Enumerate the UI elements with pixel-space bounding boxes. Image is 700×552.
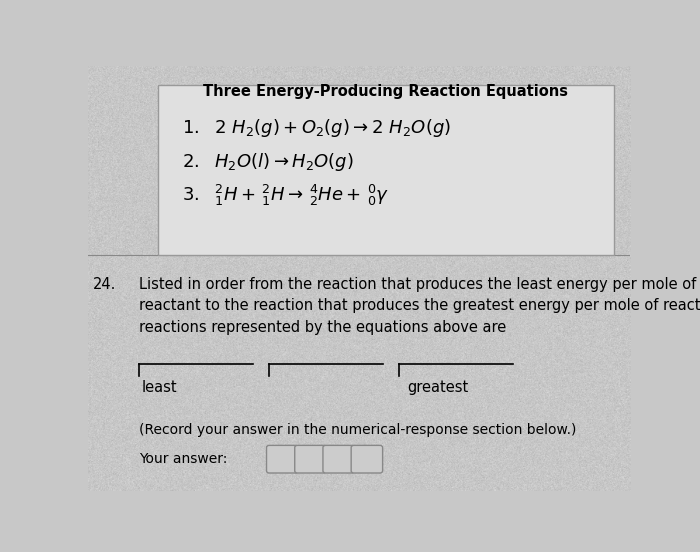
Text: 24.: 24. [93,277,116,291]
FancyBboxPatch shape [323,445,354,473]
Text: Three Energy-Producing Reaction Equations: Three Energy-Producing Reaction Equation… [204,84,568,99]
Text: greatest: greatest [407,380,469,395]
FancyBboxPatch shape [158,86,614,256]
FancyBboxPatch shape [351,445,383,473]
FancyBboxPatch shape [267,445,298,473]
Text: least: least [141,380,177,395]
FancyBboxPatch shape [295,445,326,473]
Text: Listed in order from the reaction that produces the least energy per mole of
rea: Listed in order from the reaction that p… [139,277,700,335]
Text: (Record your answer in the numerical-response section below.): (Record your answer in the numerical-res… [139,423,576,437]
Text: $2.\ \ H_2O(l) \rightarrow H_2O(g)$: $2.\ \ H_2O(l) \rightarrow H_2O(g)$ [183,151,354,173]
Text: $1.\ \ 2\ H_2(g) + O_2(g) \rightarrow 2\ H_2O(g)$: $1.\ \ 2\ H_2(g) + O_2(g) \rightarrow 2\… [183,117,452,139]
Text: $3.\ \ ^2_1H + \,^2_1H \rightarrow \,^4_2He + \,^0_0\gamma$: $3.\ \ ^2_1H + \,^2_1H \rightarrow \,^4_… [183,183,390,209]
Text: Your answer:: Your answer: [139,453,228,466]
